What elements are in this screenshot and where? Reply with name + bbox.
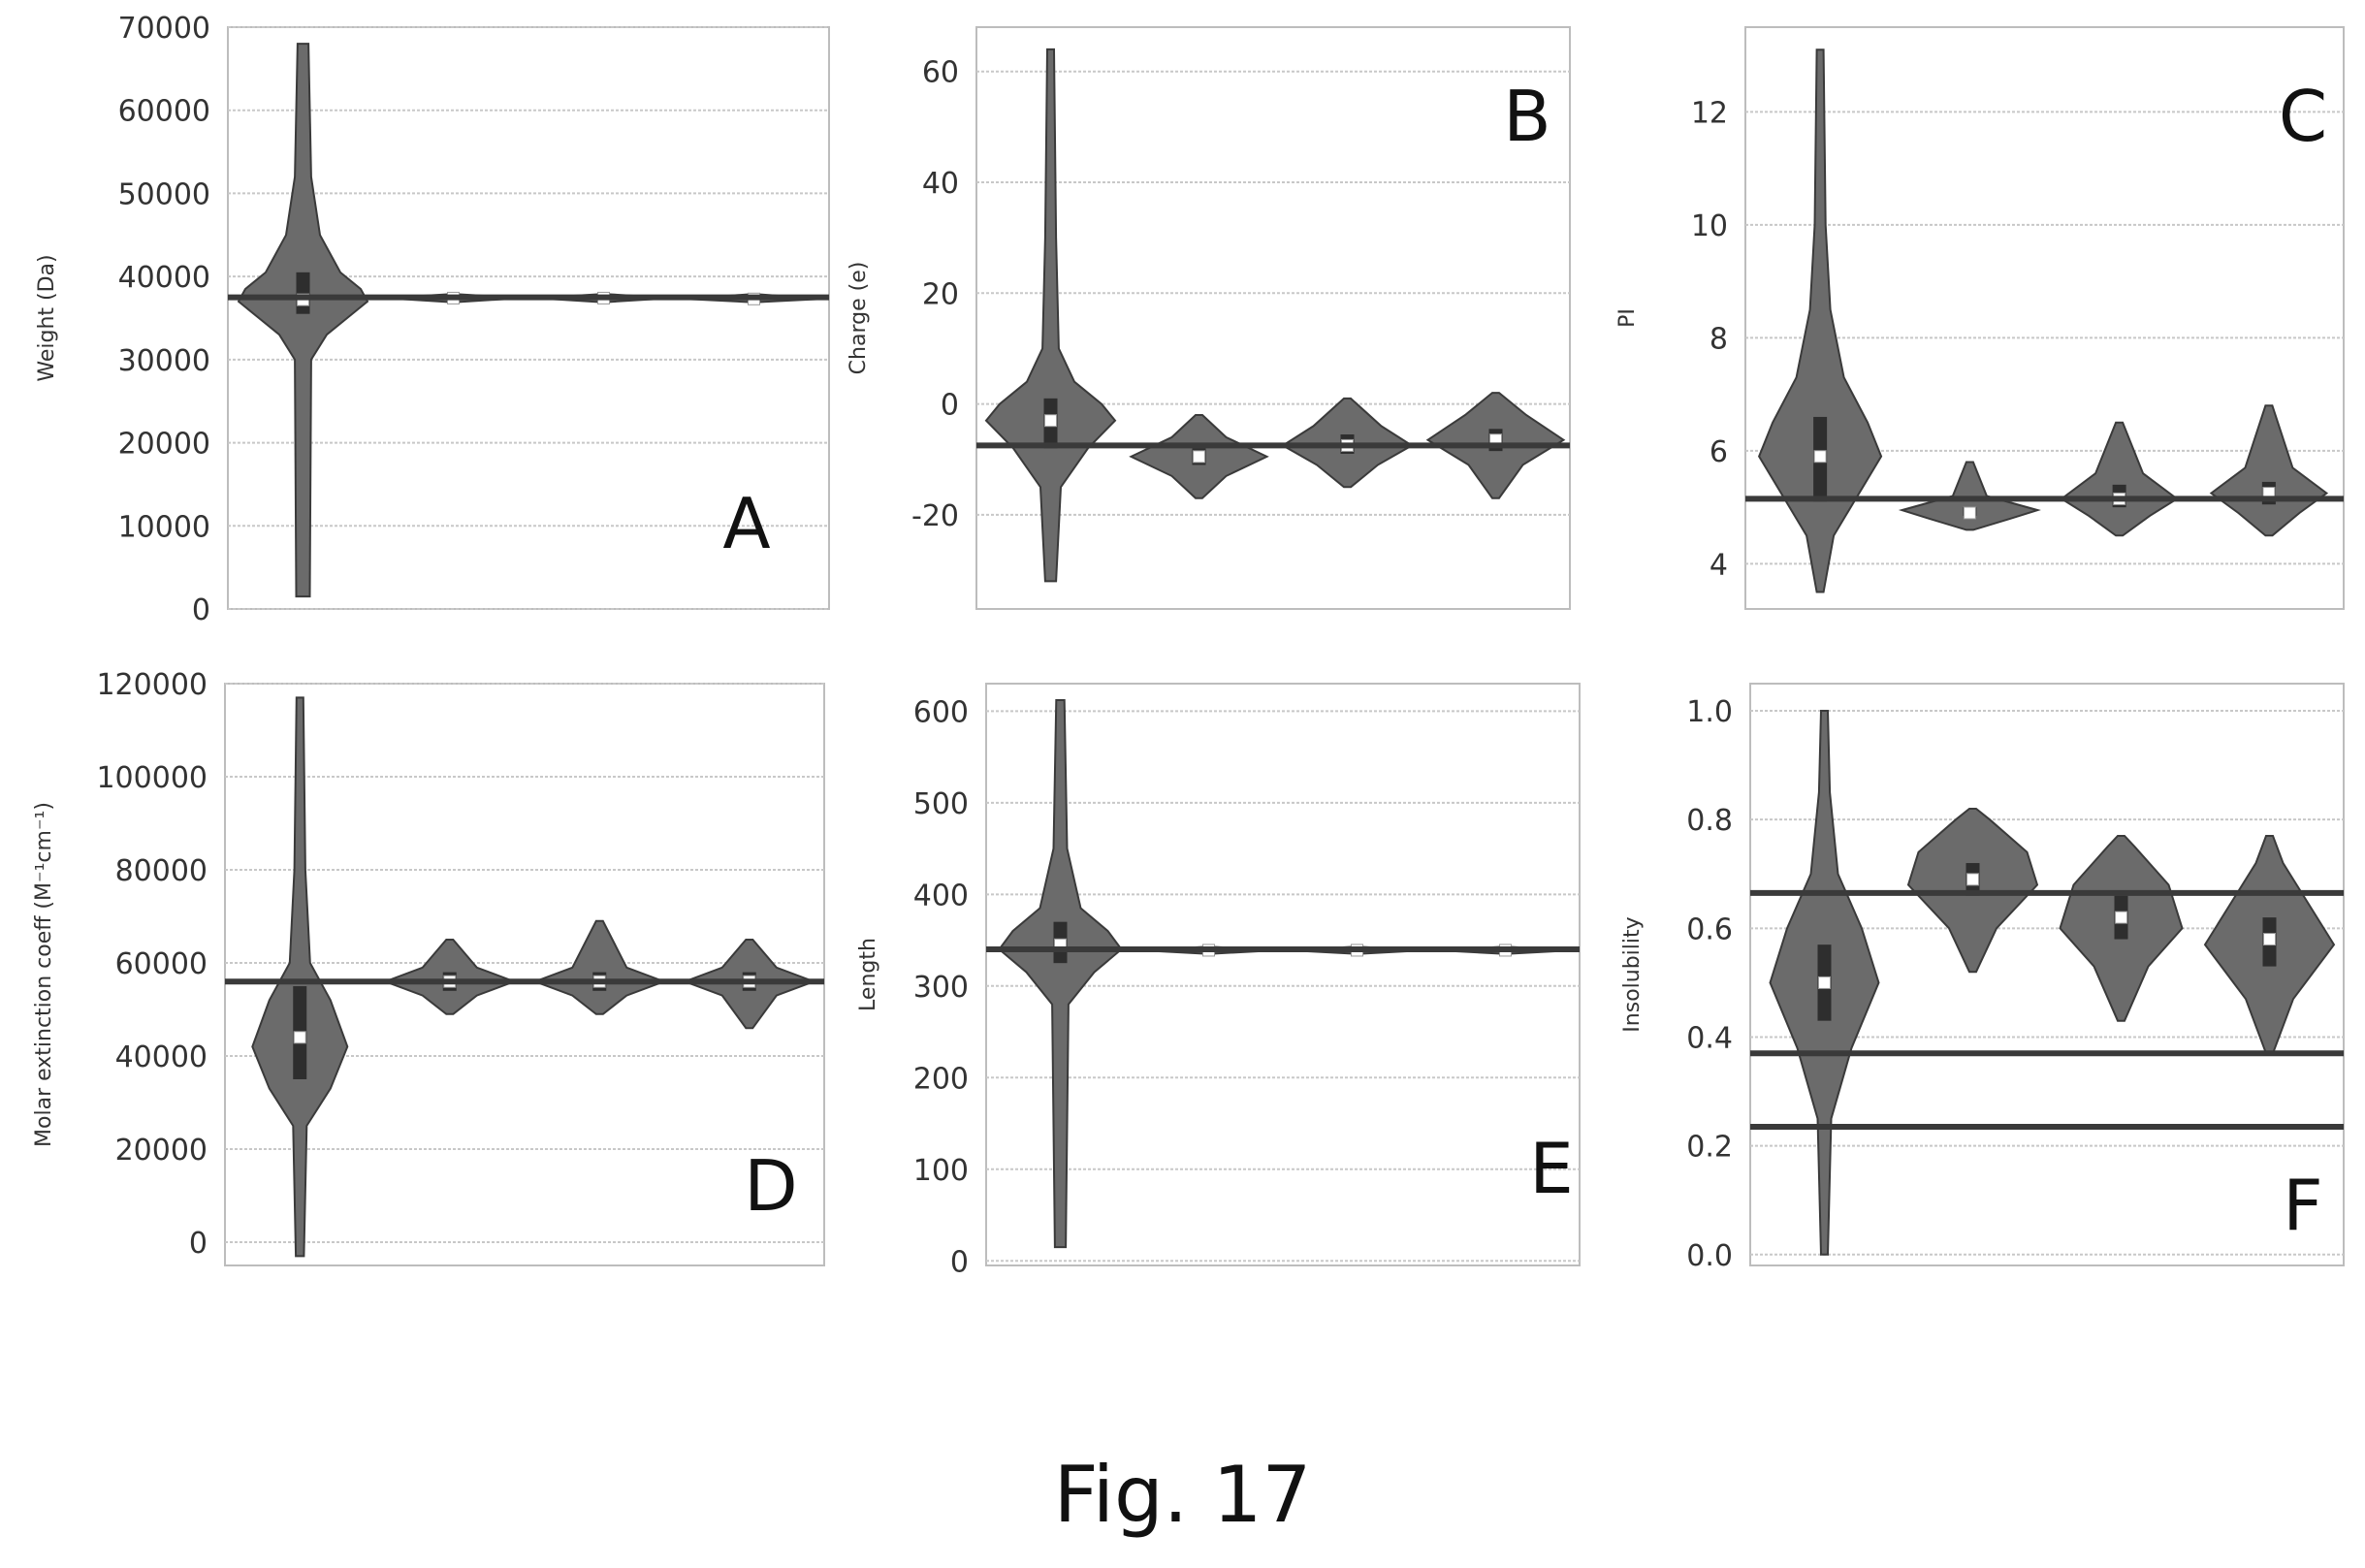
violin-body bbox=[531, 919, 667, 1015]
y-tick-label: 0.2 bbox=[1686, 1131, 1733, 1165]
panel-label: F bbox=[2283, 1165, 2322, 1246]
y-tick-label: 200 bbox=[913, 1062, 969, 1096]
y-tick-label: 10 bbox=[1691, 209, 1728, 243]
violin-body bbox=[1757, 48, 1883, 593]
y-tick-label: 50000 bbox=[118, 177, 210, 211]
panel-c: 4 6 8 10 12 PI C bbox=[1615, 26, 2345, 610]
plot-frame bbox=[975, 26, 1571, 610]
y-tick-label: 20 bbox=[922, 277, 959, 311]
y-tick-label: 8 bbox=[1710, 322, 1728, 356]
violin-median bbox=[1818, 976, 1831, 989]
y-tick-label: 40000 bbox=[115, 1040, 208, 1074]
y-tick-label: 400 bbox=[913, 879, 969, 912]
violin-body bbox=[998, 699, 1123, 1249]
violin-median bbox=[1193, 450, 1205, 464]
violin-body bbox=[2209, 404, 2329, 537]
y-tick-label: -20 bbox=[911, 499, 959, 533]
y-tick-label: 6 bbox=[1710, 435, 1728, 469]
y-tick-label: 60 bbox=[922, 56, 959, 90]
panel-label: D bbox=[744, 1145, 797, 1227]
panel-label: C bbox=[2279, 76, 2327, 157]
y-tick-label: 70000 bbox=[118, 12, 210, 46]
y-tick-label: 20000 bbox=[115, 1134, 208, 1168]
y-tick-label: 600 bbox=[913, 695, 969, 729]
violin-median bbox=[1044, 414, 1057, 428]
panel-label: E bbox=[1529, 1128, 1574, 1209]
y-axis-label: Insolubility bbox=[1620, 916, 1645, 1032]
plot-frame bbox=[224, 683, 825, 1266]
y-axis-label: PI bbox=[1615, 308, 1640, 328]
y-axis-label: Charge (e) bbox=[847, 262, 871, 375]
violin-body bbox=[237, 43, 369, 598]
y-tick-label: 100 bbox=[913, 1154, 969, 1188]
y-tick-label: 0 bbox=[189, 1227, 208, 1261]
y-tick-label: 1.0 bbox=[1686, 695, 1733, 729]
figure-caption: Fig. 17 bbox=[1053, 1450, 1312, 1540]
y-tick-label: 0.4 bbox=[1686, 1021, 1733, 1055]
y-tick-label: 0 bbox=[941, 389, 959, 423]
violin-body bbox=[2060, 421, 2179, 537]
y-tick-label: 10000 bbox=[118, 510, 210, 544]
plot-frame bbox=[985, 683, 1581, 1266]
y-tick-label: 40 bbox=[922, 167, 959, 201]
y-tick-label: 20000 bbox=[118, 428, 210, 462]
violin-median bbox=[2115, 911, 2127, 924]
panel-e: 0 100 200 300 400 500 600 Length E bbox=[856, 683, 1581, 1279]
y-tick-label: 12 bbox=[1691, 96, 1728, 130]
violin-body bbox=[251, 696, 349, 1258]
y-tick-label: 40000 bbox=[118, 261, 210, 295]
y-tick-label: 0 bbox=[192, 593, 210, 627]
y-tick-label: 0 bbox=[950, 1245, 969, 1279]
y-tick-label: 30000 bbox=[118, 344, 210, 378]
violin-median bbox=[293, 1031, 306, 1044]
y-tick-label: 60000 bbox=[115, 947, 208, 981]
y-tick-label: 0.8 bbox=[1686, 804, 1733, 838]
panel-label: B bbox=[1503, 76, 1550, 157]
violin-iqr bbox=[296, 272, 310, 314]
y-tick-label: 100000 bbox=[96, 761, 208, 795]
y-axis-label: Molar extinction coeff (M⁻¹cm⁻¹) bbox=[32, 802, 56, 1147]
panel-label: A bbox=[722, 483, 770, 564]
panel-a: 0 10000 20000 30000 40000 50000 60000 70000 Weig… bbox=[35, 12, 830, 627]
violin-median bbox=[2263, 933, 2276, 946]
y-tick-label: 4 bbox=[1710, 548, 1728, 582]
panel-b: -20 0 20 40 60 Charge (e) B bbox=[847, 26, 1571, 610]
violin-body bbox=[984, 48, 1117, 583]
y-axis-label: Weight (Da) bbox=[35, 254, 59, 381]
y-axis-label: Length bbox=[856, 938, 880, 1011]
y-tick-label: 60000 bbox=[118, 95, 210, 129]
panel-f: 0.0 0.2 0.4 0.6 0.8 1.0 Insolubility F bbox=[1620, 683, 2345, 1273]
y-tick-label: 0.0 bbox=[1686, 1239, 1733, 1273]
panel-d: 0 20000 40000 60000 80000 100000 120000 Molar e… bbox=[32, 668, 825, 1266]
y-tick-label: 500 bbox=[913, 787, 969, 821]
y-tick-label: 80000 bbox=[115, 854, 208, 888]
y-tick-label: 300 bbox=[913, 971, 969, 1005]
y-tick-label: 120000 bbox=[96, 668, 208, 702]
plot-frame bbox=[1749, 683, 2345, 1266]
plot-frame bbox=[1744, 26, 2345, 610]
violin-median bbox=[1813, 450, 1827, 464]
violin-median bbox=[1966, 873, 1979, 886]
y-tick-label: 0.6 bbox=[1686, 912, 1733, 946]
violin-median bbox=[1963, 506, 1976, 520]
